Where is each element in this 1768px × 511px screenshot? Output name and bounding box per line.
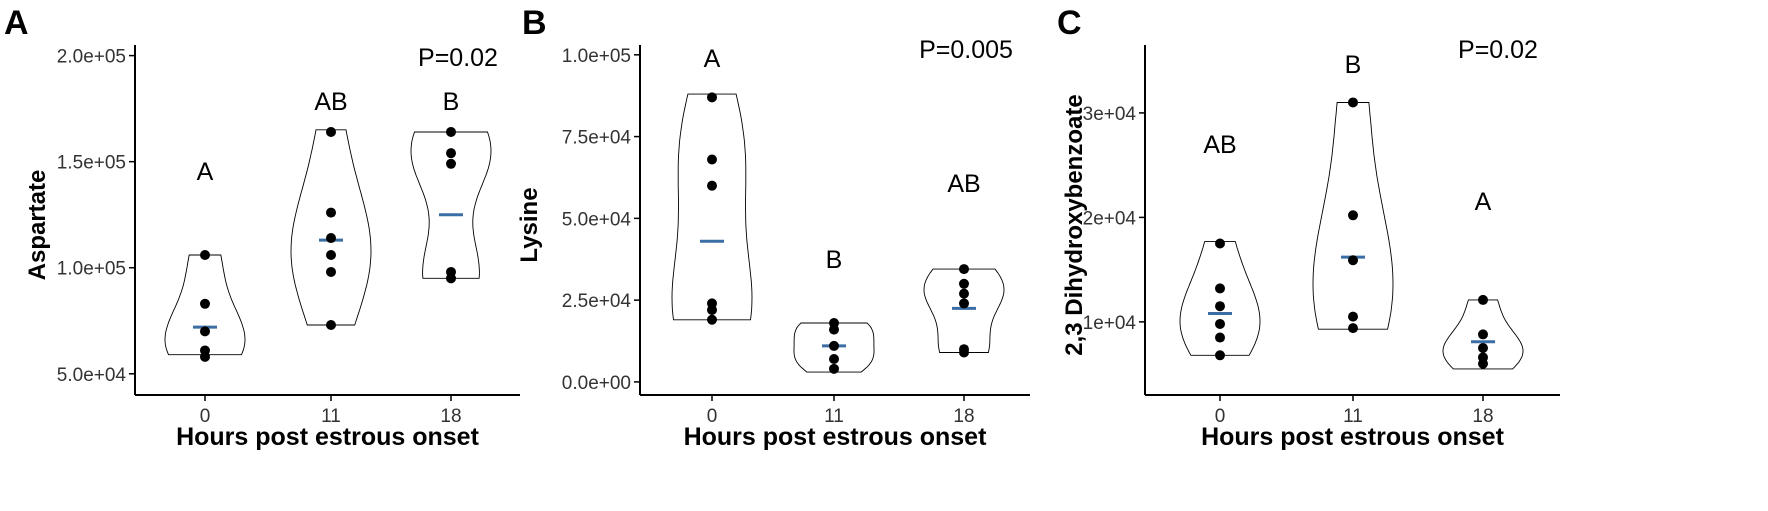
data-point — [1215, 318, 1225, 329]
group-letter-11: AB — [314, 88, 347, 116]
panel-letter: C — [1057, 4, 1082, 42]
group-letter-18: AB — [947, 170, 980, 198]
data-point — [326, 320, 336, 330]
violin-18 — [1442, 299, 1524, 370]
group-letter-0: A — [704, 45, 721, 73]
data-point — [1478, 358, 1488, 369]
x-tick-label: 11 — [1343, 406, 1363, 427]
data-point — [200, 326, 210, 337]
violin-0 — [1179, 240, 1261, 356]
data-point — [446, 158, 456, 169]
data-point — [1348, 210, 1358, 221]
y-tick-label: 3e+04 — [1083, 104, 1137, 125]
data-point — [829, 340, 839, 351]
violin-0 — [671, 93, 753, 321]
x-tick-label: 0 — [1215, 406, 1226, 427]
x-tick-label: 0 — [200, 406, 211, 427]
data-point — [1215, 332, 1225, 343]
data-point — [1348, 255, 1358, 266]
x-tick-label: 11 — [321, 406, 341, 427]
group-letter-11: B — [1345, 51, 1362, 79]
data-point — [326, 126, 336, 137]
data-point — [959, 298, 969, 309]
y-tick-label: 0.0e+00 — [562, 373, 631, 394]
data-point — [1215, 283, 1225, 294]
violin-11 — [290, 129, 372, 326]
data-point — [707, 154, 717, 165]
y-tick-label: 2.5e+04 — [562, 291, 632, 312]
p-value-annotation: P=0.02 — [1458, 36, 1538, 64]
y-axis-label: Lysine — [516, 187, 543, 262]
data-point — [446, 273, 456, 284]
p-value-annotation: P=0.005 — [919, 36, 1013, 64]
x-tick-label: 11 — [824, 406, 844, 427]
data-point — [707, 314, 717, 325]
y-tick-label: 1e+04 — [1083, 313, 1137, 334]
panel-b: B 0.0e+00 2.5e+04 5.0e+04 7.5e+04 1.0e+05 0 11 1… — [516, 4, 1030, 451]
y-tick-label: 7.5e+04 — [562, 128, 632, 149]
data-point — [200, 250, 210, 260]
data-point — [446, 148, 456, 159]
data-point — [200, 298, 210, 309]
data-point — [829, 324, 839, 335]
group-letter-18: B — [443, 88, 460, 116]
data-point — [446, 126, 456, 137]
x-axis-label: Hours post estrous onset — [176, 423, 479, 451]
x-axis-label: Hours post estrous onset — [684, 423, 987, 451]
violin-18 — [923, 268, 1005, 353]
data-point — [707, 92, 717, 103]
y-tick-label: 1.0e+05 — [562, 46, 631, 67]
x-tick-label: 18 — [1472, 406, 1493, 427]
data-point — [707, 180, 717, 191]
data-point — [1478, 342, 1488, 353]
violin-11 — [1312, 102, 1394, 330]
data-point — [829, 363, 839, 374]
data-point — [1215, 301, 1225, 312]
group-letter-11: B — [826, 246, 843, 274]
data-point — [959, 347, 969, 358]
data-point — [1348, 311, 1358, 322]
y-axis-label: Aspartate — [24, 170, 51, 281]
x-axis-label: Hours post estrous onset — [1201, 423, 1504, 451]
x-tick-label: 0 — [707, 406, 718, 427]
group-letter-0: A — [197, 158, 214, 186]
group-letter-0: AB — [1203, 131, 1236, 159]
data-point — [1215, 238, 1225, 249]
y-tick-label: 1.0e+05 — [57, 259, 126, 280]
data-point — [959, 278, 969, 289]
data-point — [326, 233, 336, 244]
x-tick-label: 18 — [953, 406, 974, 427]
violin-18 — [410, 131, 492, 279]
y-tick-label: 2e+04 — [1083, 208, 1137, 229]
group-letter-18: A — [1475, 188, 1492, 216]
data-point — [1215, 350, 1225, 361]
violin-11 — [793, 322, 875, 373]
data-point — [1348, 97, 1358, 108]
data-point — [326, 250, 336, 260]
violin-0 — [164, 254, 246, 356]
x-tick-label: 18 — [440, 406, 461, 427]
data-point — [326, 266, 336, 277]
data-point — [707, 304, 717, 315]
data-point — [829, 354, 839, 365]
y-tick-label: 5.0e+04 — [57, 365, 127, 386]
data-point — [959, 264, 969, 275]
data-point — [200, 351, 210, 362]
y-tick-label: 2.0e+05 — [57, 47, 126, 68]
data-point — [1478, 329, 1488, 340]
p-value-annotation: P=0.02 — [418, 44, 498, 72]
y-tick-label: 1.5e+05 — [57, 153, 126, 174]
y-tick-label: 5.0e+04 — [562, 209, 632, 230]
panel-a: A 5.0e+04 1.0e+05 1.5e+05 2.0e+05 0 11 18Hours … — [4, 4, 520, 451]
panel-letter: A — [4, 4, 29, 42]
data-point — [326, 207, 336, 218]
data-point — [1478, 294, 1488, 305]
data-point — [959, 288, 969, 299]
y-axis-label: 2,3 Dihydroxybenzoate — [1061, 94, 1088, 355]
data-point — [1348, 323, 1358, 334]
panel-letter: B — [522, 4, 547, 42]
